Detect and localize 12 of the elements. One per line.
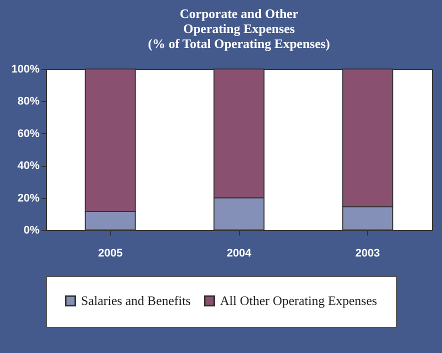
legend-label: Salaries and Benefits [81, 292, 191, 308]
y-tick-label: 0% [24, 224, 40, 236]
x-tick-label: 2005 [98, 248, 123, 260]
y-tick-label: 20% [17, 192, 40, 204]
y-tick-label: 60% [17, 128, 40, 140]
y-tick-label: 40% [17, 160, 40, 172]
chart-title: Corporate and Other Operating Expenses (% of Total Operating Expenses) [148, 6, 330, 51]
x-tick-label: 2003 [355, 248, 380, 260]
y-tick-label: 100% [11, 64, 40, 76]
y-tick-label: 80% [17, 96, 40, 108]
x-tick-label: 2004 [226, 248, 252, 260]
legend-label: All Other Operating Expenses [220, 292, 378, 308]
